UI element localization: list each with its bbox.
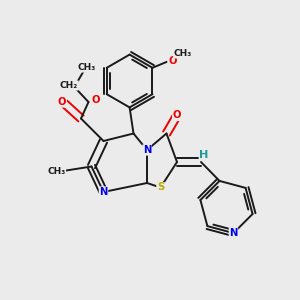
Text: O: O	[168, 56, 176, 66]
Text: CH₂: CH₂	[60, 81, 78, 90]
Text: O: O	[173, 110, 181, 121]
Text: N: N	[229, 228, 238, 238]
Text: N: N	[99, 187, 108, 197]
Text: CH₃: CH₃	[174, 49, 192, 58]
Text: S: S	[157, 182, 164, 193]
Text: O: O	[92, 94, 100, 105]
Text: CH₃: CH₃	[47, 167, 65, 176]
Text: H: H	[199, 149, 209, 160]
Text: CH₃: CH₃	[78, 63, 96, 72]
Text: O: O	[58, 97, 66, 107]
Text: N: N	[143, 145, 151, 155]
